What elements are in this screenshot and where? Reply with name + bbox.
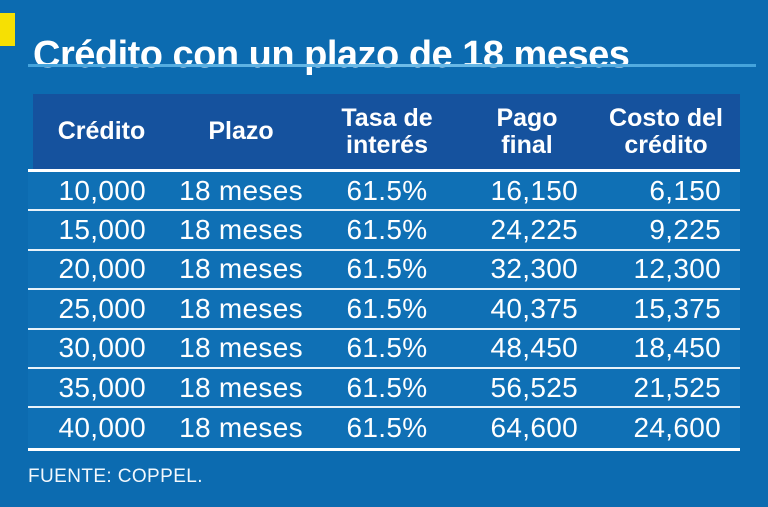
cell-credito: 30,000 (58, 332, 146, 364)
cell-pago-final: 64,600 (490, 412, 578, 444)
cell-plazo: 18 meses (179, 214, 303, 246)
title-accent-marker (0, 13, 15, 46)
table-row: 35,000 18 meses 61.5% 56,525 21,525 (28, 369, 740, 409)
cell-costo-credito: 9,225 (649, 214, 721, 246)
table-header-row: Crédito Plazo Tasa de interés Pago final… (33, 94, 740, 169)
cell-pago-final: 40,375 (490, 292, 578, 324)
cell-credito: 20,000 (58, 253, 146, 285)
cell-credito: 15,000 (58, 214, 146, 246)
table-row: 40,000 18 meses 61.5% 64,600 24,600 (28, 408, 740, 447)
column-header-line: crédito (624, 130, 708, 159)
cell-plazo: 18 meses (179, 174, 303, 206)
cell-pago-final: 56,525 (490, 371, 578, 403)
column-header-tasa-de-interes: Tasa de interés (312, 103, 462, 159)
cell-plazo: 18 meses (179, 332, 303, 364)
cell-plazo: 18 meses (179, 412, 303, 444)
column-header-credito: Crédito (33, 118, 170, 145)
cell-tasa: 61.5% (346, 174, 428, 206)
column-header-line: interés (346, 130, 428, 159)
cell-tasa: 61.5% (346, 412, 428, 444)
cell-tasa: 61.5% (346, 253, 428, 285)
cell-plazo: 18 meses (179, 253, 303, 285)
cell-costo-credito: 21,525 (633, 371, 721, 403)
cell-tasa: 61.5% (346, 292, 428, 324)
cell-costo-credito: 6,150 (649, 174, 721, 206)
cell-pago-final: 32,300 (490, 253, 578, 285)
cell-plazo: 18 meses (179, 292, 303, 324)
cell-credito: 40,000 (58, 412, 146, 444)
column-header-costo-del-credito: Costo del crédito (592, 103, 740, 159)
cell-pago-final: 48,450 (490, 332, 578, 364)
cell-credito: 10,000 (58, 174, 146, 206)
table-header-divider (28, 169, 740, 172)
cell-credito: 25,000 (58, 292, 146, 324)
column-header-line: Crédito (57, 117, 146, 145)
cell-tasa: 61.5% (346, 371, 428, 403)
column-header-plazo: Plazo (170, 118, 312, 145)
cell-costo-credito: 12,300 (633, 253, 721, 285)
column-header-line: final (501, 130, 553, 159)
table-row: 30,000 18 meses 61.5% 48,450 18,450 (28, 330, 740, 369)
cell-costo-credito: 24,600 (633, 412, 721, 444)
title-divider (28, 64, 756, 67)
table-row: 15,000 18 meses 61.5% 24,225 9,225 (28, 211, 740, 251)
cell-plazo: 18 meses (179, 371, 303, 403)
column-header-line: Tasa de (341, 103, 433, 132)
source-credit: FUENTE: COPPEL. (28, 466, 203, 487)
cell-credito: 35,000 (58, 371, 146, 403)
cell-costo-credito: 15,375 (633, 292, 721, 324)
page-title: Crédito con un plazo de 18 meses (33, 34, 630, 77)
table-row: 10,000 18 meses 61.5% 16,150 6,150 (28, 172, 740, 212)
table-row: 25,000 18 meses 61.5% 40,375 15,375 (28, 290, 740, 330)
table-row: 20,000 18 meses 61.5% 32,300 12,300 (28, 251, 740, 291)
cell-costo-credito: 18,450 (633, 332, 721, 364)
column-header-pago-final: Pago final (462, 103, 592, 159)
column-header-line: Costo del (609, 103, 723, 132)
cell-tasa: 61.5% (346, 214, 428, 246)
table-body: 10,000 18 meses 61.5% 16,150 6,150 15,00… (28, 172, 740, 448)
column-header-line: Plazo (208, 117, 274, 145)
column-header-line: Pago (496, 103, 558, 132)
cell-pago-final: 24,225 (490, 214, 578, 246)
cell-tasa: 61.5% (346, 332, 428, 364)
table-bottom-divider (28, 448, 740, 451)
cell-pago-final: 16,150 (490, 174, 578, 206)
